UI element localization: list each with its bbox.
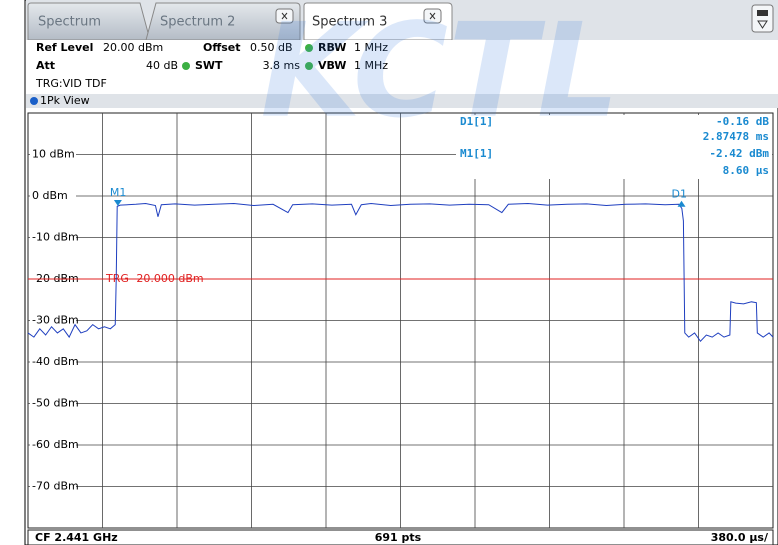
status-dot — [305, 62, 313, 70]
y-tick-label: -70 dBm — [32, 480, 79, 493]
window-title: 1Pk View — [40, 94, 90, 107]
marker — [113, 200, 122, 207]
setting-value: 1 MHz — [354, 41, 388, 54]
y-tick-label: -40 dBm — [32, 355, 79, 368]
status-dot — [182, 62, 190, 70]
close-glyph — [281, 12, 288, 20]
setting-value: 40 dB — [146, 59, 178, 72]
setting-label: RBW — [318, 41, 346, 54]
menu-glyph — [757, 10, 768, 16]
trigger-label: TRG -20.000 dBm — [105, 272, 204, 285]
setting-value: 20.00 dBm — [103, 41, 163, 54]
y-tick-label: -10 dBm — [32, 231, 79, 244]
tick-label-bg — [30, 313, 76, 328]
tick-label-bg — [30, 230, 76, 245]
tick-label-bg — [30, 438, 76, 452]
marker-label: M1 — [110, 186, 127, 199]
tab-label: Spectrum — [38, 15, 101, 30]
trigger-setting: TRG:VID TDF — [35, 77, 107, 90]
setting-label: Att — [36, 59, 55, 72]
readout-value: 8.60 µs — [723, 164, 769, 177]
tab[interactable] — [145, 2, 301, 41]
readout-value: -2.42 dBm — [709, 147, 769, 160]
readout-value: -0.16 dB — [716, 115, 769, 128]
marker-label: D1 — [672, 188, 687, 201]
tab-label: Spectrum 3 — [312, 15, 387, 30]
watermark: KCTL — [260, 0, 619, 147]
points: 691 pts — [375, 531, 422, 544]
status-dot — [305, 44, 313, 52]
y-tick-label: 0 dBm — [32, 189, 68, 202]
readout-bg — [456, 115, 772, 179]
tick-label-bg — [30, 479, 76, 494]
tab-label: Spectrum 2 — [160, 15, 235, 30]
setting-label: SWT — [195, 59, 223, 72]
tick-label-bg — [30, 189, 76, 203]
center-frequency: CF 2.441 GHz — [35, 531, 118, 544]
readout-label: D1[1] — [460, 115, 493, 128]
tick-label-bg — [30, 147, 76, 162]
y-tick-label: 10 dBm — [32, 148, 75, 161]
setting-value: 3.8 ms — [263, 59, 301, 72]
footer — [27, 529, 774, 545]
readout-value: 2.87478 ms — [703, 130, 769, 143]
window-bar — [26, 94, 778, 108]
setting-label: Ref Level — [36, 41, 93, 54]
setting-label: VBW — [318, 59, 346, 72]
marker — [677, 200, 686, 207]
y-tick-label: -50 dBm — [32, 397, 79, 410]
close-glyph — [429, 12, 436, 20]
readout-label: M1[1] — [460, 147, 493, 160]
setting-value: 1 MHz — [354, 59, 388, 72]
header — [26, 40, 778, 97]
y-tick-label: -60 dBm — [32, 438, 79, 451]
menu-glyph — [757, 20, 768, 29]
division: 380.0 µs/ — [711, 531, 769, 544]
tick-label-bg — [30, 355, 76, 369]
setting-value: 0.50 dB — [250, 41, 293, 54]
window-dot — [30, 97, 38, 105]
trace — [27, 202, 774, 343]
tab-active[interactable] — [303, 2, 453, 41]
setting-label: Offset — [203, 41, 241, 54]
tab[interactable] — [27, 2, 151, 41]
y-tick-label: -30 dBm — [32, 314, 79, 327]
tick-label-bg — [30, 396, 76, 411]
